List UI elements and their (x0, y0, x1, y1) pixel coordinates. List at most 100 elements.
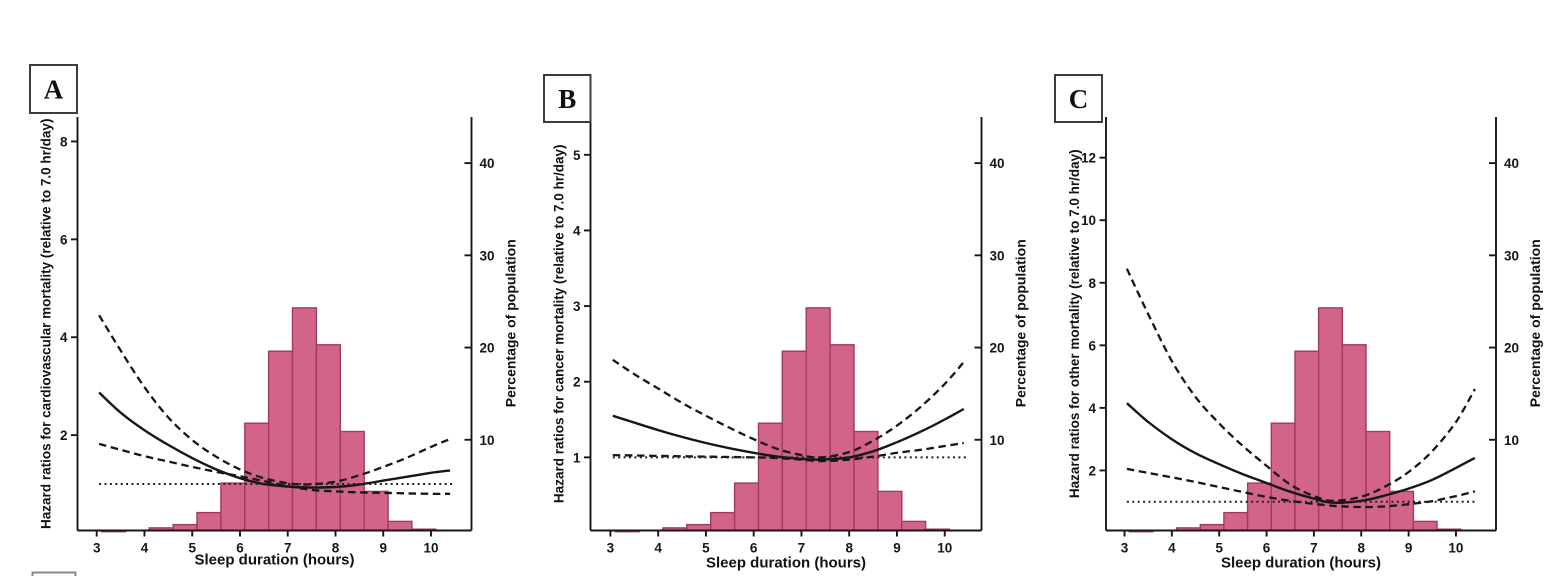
right-y-axis-title: Percentage of population (1013, 239, 1029, 407)
x-axis-tick-label: 9 (893, 541, 901, 556)
histogram-bar (757, 422, 784, 532)
x-axis-tick-label: 5 (1215, 541, 1223, 556)
left-axis-tick-label: 10 (1081, 213, 1096, 228)
right-axis-tick-label: 10 (990, 433, 1005, 448)
left-axis-tick-label: 6 (60, 232, 68, 247)
x-axis-tick-label: 10 (937, 541, 952, 556)
histogram-bar (1223, 511, 1249, 532)
histogram-bar (781, 350, 807, 532)
panel-label-box (543, 74, 592, 123)
hazard-ratio-curve (98, 391, 451, 489)
upper-ci-curve (612, 358, 965, 459)
histogram-bar (220, 482, 246, 532)
histogram-bar (1317, 307, 1343, 532)
left-y-axis-title: Hazard ratios for cardiovascular mortali… (39, 119, 54, 529)
x-axis-tick-label: 3 (1121, 541, 1129, 556)
histogram-bar (387, 520, 413, 532)
x-axis-tick-label: 6 (750, 541, 758, 556)
histogram-bar (1270, 422, 1296, 532)
x-axis-tick-label: 5 (702, 541, 710, 556)
right-axis-tick-label: 30 (990, 248, 1005, 263)
x-axis-tick-label: 8 (845, 541, 853, 556)
hazard-ratio-curve (1126, 402, 1476, 504)
hazard-ratio-curve (612, 407, 965, 461)
upper-ci-curve (1125, 268, 1476, 502)
left-y-axis-title: Hazard ratios for cancer mortality (rela… (552, 144, 567, 503)
x-axis-tick-label: 10 (424, 541, 439, 556)
histogram-bar (877, 490, 903, 532)
x-axis-tick-label: 3 (607, 541, 615, 556)
histogram-bar (315, 344, 341, 532)
histogram-bar (291, 307, 318, 532)
x-axis-tick-label: 7 (1310, 541, 1318, 556)
panel-label-letter: C (1069, 84, 1089, 114)
left-y-axis-title: Hazard ratios for other mortality (relat… (1067, 149, 1082, 498)
x-axis-tick-label: 4 (141, 541, 149, 556)
histogram-bar (710, 511, 736, 532)
left-axis-tick-label: 4 (573, 223, 581, 238)
panel-a: 2 4 6 8 10 20 30 40 3 4 5 6 7 8 9 10 Hazard ratios for c… (29, 64, 519, 569)
left-axis-tick-label: 1 (573, 450, 581, 465)
right-axis-tick-label: 10 (480, 433, 495, 448)
x-axis-tick-label: 5 (188, 541, 196, 556)
right-y-axis-title: Percentage of population (503, 239, 519, 407)
x-axis-tick-label: 6 (236, 541, 244, 556)
histogram-bar (196, 511, 222, 532)
left-axis-tick-label: 2 (60, 428, 68, 443)
x-axis-tick-label: 8 (332, 541, 340, 556)
left-axis-tick-label: 2 (1088, 463, 1096, 478)
right-axis-tick-label: 40 (480, 156, 495, 171)
histogram-bar (733, 482, 760, 532)
histogram-bar (853, 430, 879, 532)
histogram-bar (901, 520, 927, 532)
left-axis-tick-label: 12 (1081, 151, 1096, 166)
histogram-bar (363, 490, 389, 532)
left-axis-tick-label: 8 (60, 134, 68, 149)
sleep-duration-histogram (1128, 307, 1462, 533)
x-axis-tick-label: 8 (1357, 541, 1365, 556)
left-axis-tick-label: 6 (1088, 338, 1096, 353)
x-axis-tick-label: 9 (1405, 541, 1413, 556)
cropped-panel-box-edge (31, 571, 77, 576)
right-y-axis-title: Percentage of population (1527, 239, 1543, 407)
right-axis-tick-label: 30 (1504, 248, 1519, 263)
histogram-bar (1246, 482, 1272, 532)
x-axis-tick-label: 7 (284, 541, 292, 556)
right-axis-tick-label: 10 (1504, 433, 1519, 448)
x-axis-tick-label: 10 (1448, 541, 1463, 556)
histogram-bar (829, 344, 855, 532)
histogram-bar (1412, 520, 1438, 532)
right-axis-tick-label: 40 (990, 156, 1005, 171)
right-axis-tick-label: 20 (1504, 341, 1519, 356)
panel-b: 1 2 3 4 5 10 20 30 40 3 4 5 6 7 8 9 10 Hazard ratios for … (543, 74, 1029, 572)
left-axis-tick-label: 8 (1088, 276, 1096, 291)
right-axis-tick-label: 20 (480, 341, 495, 356)
histogram-bar (805, 307, 831, 532)
x-axis-tick-label: 4 (654, 541, 662, 556)
x-axis-tick-label: 4 (1168, 541, 1176, 556)
right-axis-tick-label: 20 (990, 341, 1005, 356)
x-axis-title: Sleep duration (hours) (706, 555, 866, 572)
sleep-duration-histogram (614, 307, 951, 533)
histogram-bar (1365, 430, 1391, 532)
right-axis-tick-label: 40 (1504, 156, 1519, 171)
panel-label-letter: B (558, 84, 576, 114)
x-axis-tick-label: 7 (798, 541, 806, 556)
panel-label-box (1054, 74, 1103, 123)
lower-ci-curve (1126, 467, 1476, 509)
histogram-bar (267, 350, 294, 532)
left-axis-tick-label: 4 (1088, 401, 1096, 416)
x-axis-title: Sleep duration (hours) (194, 552, 354, 569)
right-axis-tick-label: 30 (480, 248, 495, 263)
left-axis-tick-label: 4 (60, 330, 68, 345)
x-axis-tick-label: 6 (1263, 541, 1271, 556)
left-axis-tick-label: 2 (573, 375, 581, 390)
x-axis-tick-label: 9 (380, 541, 388, 556)
x-axis-title: Sleep duration (hours) (1221, 555, 1381, 572)
histogram-bar (1388, 490, 1415, 532)
x-axis-tick-label: 3 (93, 541, 101, 556)
panel-label-box (29, 64, 78, 114)
